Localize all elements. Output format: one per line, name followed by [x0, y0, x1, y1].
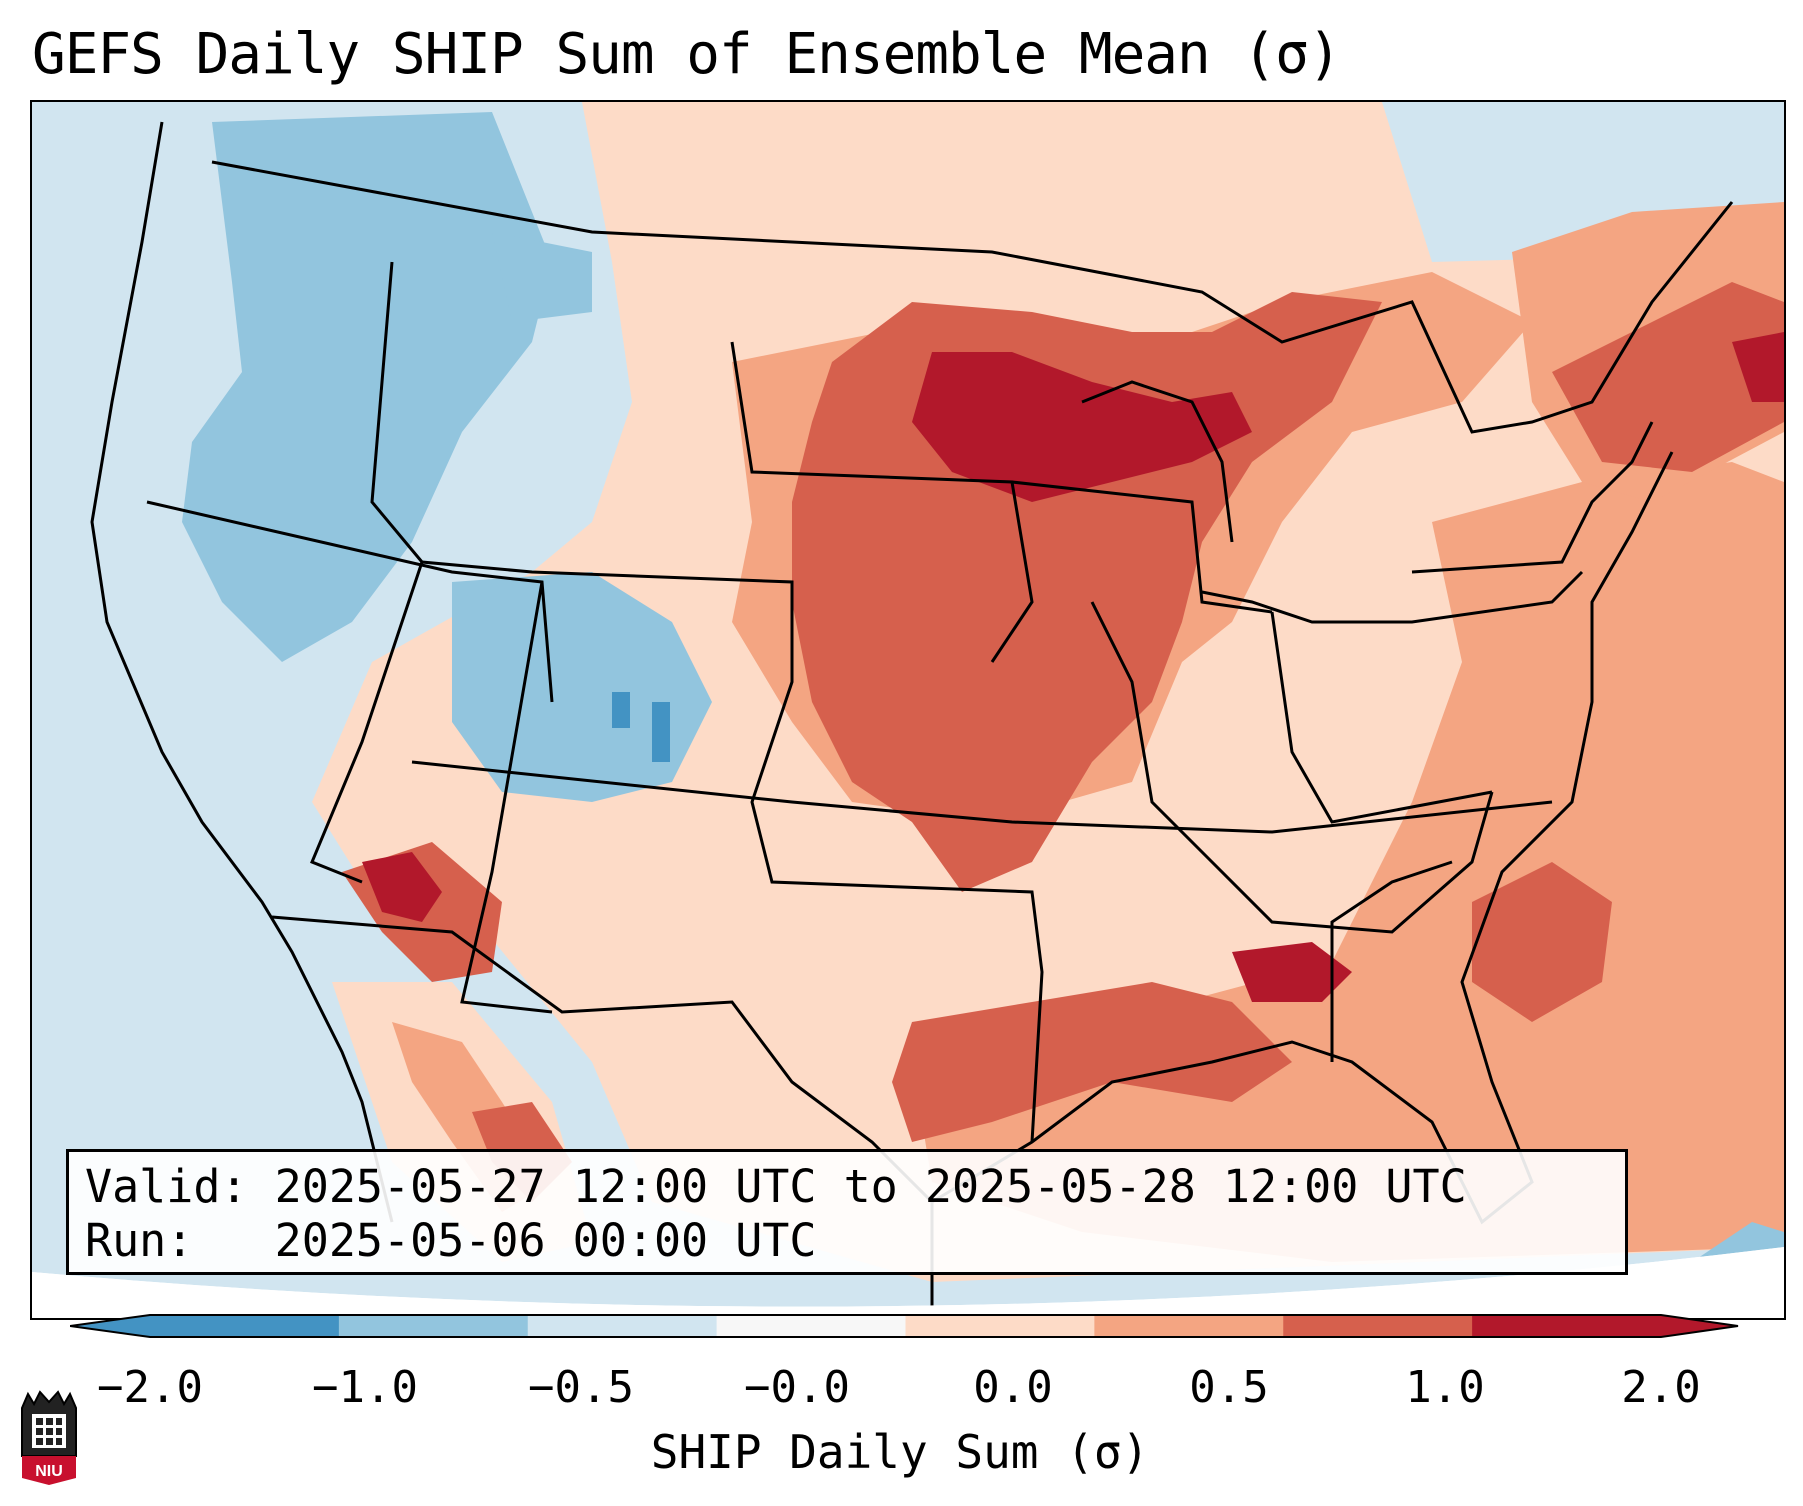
field-above-2.0 [362, 332, 1784, 1002]
colorbar-tick-label: 2.0 [1621, 1362, 1701, 1413]
colorbar-segment [1283, 1315, 1473, 1337]
map-panel [30, 100, 1786, 1320]
canada-border [211, 160, 1734, 434]
svg-text:NIU: NIU [35, 1463, 63, 1480]
colorbar-tick-label: −2.0 [97, 1362, 203, 1413]
colorbar-segment [150, 1315, 340, 1337]
niu-logo: NIU [21, 1390, 77, 1485]
colorbar [70, 1314, 1739, 1338]
colorbar-segment [716, 1315, 906, 1337]
colorbar-segment [338, 1315, 529, 1337]
colorbar-segment [527, 1315, 718, 1337]
valid-run-infobox: Valid: 2025-05-27 12:00 UTC to 2025-05-2… [66, 1149, 1628, 1275]
colorbar-extend-low [70, 1315, 150, 1337]
field-below-minus1.0 [612, 692, 670, 762]
field-minus1.0-to-minus0.5 [182, 112, 1784, 1282]
colorbar-segment [1094, 1315, 1284, 1337]
colorbar-extend-high [1661, 1315, 1738, 1337]
colorbar-tick-label: 0.5 [1189, 1362, 1269, 1413]
pacific-coastline [90, 121, 394, 1223]
colorbar-tick-label: 0.0 [973, 1362, 1053, 1413]
colorbar-tick-label: −1.0 [312, 1362, 418, 1413]
colorbar-tick-label: 1.0 [1405, 1362, 1485, 1413]
map-title: GEFS Daily SHIP Sum of Ensemble Mean (σ) [32, 22, 1342, 87]
colorbar-segment [905, 1315, 1095, 1337]
ship-map [32, 102, 1784, 1318]
colorbar-tick-label: −0.0 [744, 1362, 850, 1413]
colorbar-tick-label: −0.5 [528, 1362, 634, 1413]
valid-time-text: Valid: 2025-05-27 12:00 UTC to 2025-05-2… [85, 1160, 1467, 1213]
run-time-text: Run: 2025-05-06 00:00 UTC [85, 1214, 817, 1267]
colorbar-label: SHIP Daily Sum (σ) [650, 1425, 1150, 1479]
colorbar-segment [1472, 1315, 1662, 1337]
outside-domain [32, 1247, 1784, 1318]
